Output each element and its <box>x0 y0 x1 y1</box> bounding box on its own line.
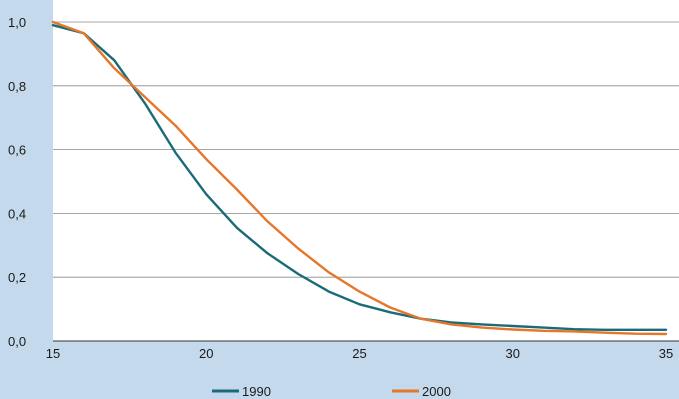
series-layer <box>51 20 668 336</box>
y-tick-label: 0,6 <box>8 143 26 158</box>
series-line-1990 <box>51 24 668 331</box>
grid <box>53 21 679 278</box>
series-line-2000 <box>51 20 668 336</box>
legend-label-2000: 2000 <box>422 384 451 399</box>
x-tick-label: 35 <box>659 346 673 361</box>
y-tick-label: 0,0 <box>8 334 26 349</box>
y-tick-label: 0,4 <box>8 206 26 221</box>
y-tick-label: 0,2 <box>8 270 26 285</box>
x-tick-label: 20 <box>199 346 213 361</box>
axes: 0,0 0,2 0,4 0,6 0,8 1,0 15 20 25 30 35 <box>8 15 679 361</box>
plot-area <box>53 0 679 341</box>
x-tick-label: 25 <box>352 346 366 361</box>
y-tick-label: 1,0 <box>8 15 26 30</box>
y-tick-label: 0,8 <box>8 79 26 94</box>
x-tick-label: 30 <box>506 346 520 361</box>
legend-label-1990: 1990 <box>242 384 271 399</box>
x-tick-label: 15 <box>46 346 60 361</box>
legend: 1990 2000 <box>212 384 451 399</box>
